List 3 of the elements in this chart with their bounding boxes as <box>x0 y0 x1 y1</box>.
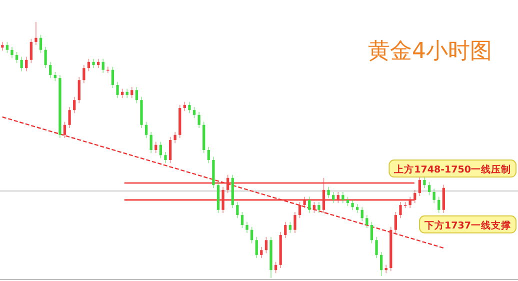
ref-line-label: 下方1737一线支撑 <box>424 219 511 232</box>
ref-line-label: 上方1748-1750一线压制 <box>393 164 511 176</box>
text: 黄金4小时图 <box>368 39 492 64</box>
